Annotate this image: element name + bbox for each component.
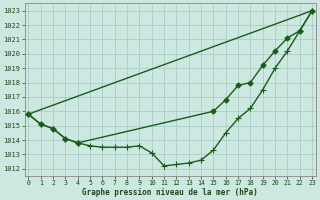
X-axis label: Graphe pression niveau de la mer (hPa): Graphe pression niveau de la mer (hPa) [82, 188, 258, 197]
